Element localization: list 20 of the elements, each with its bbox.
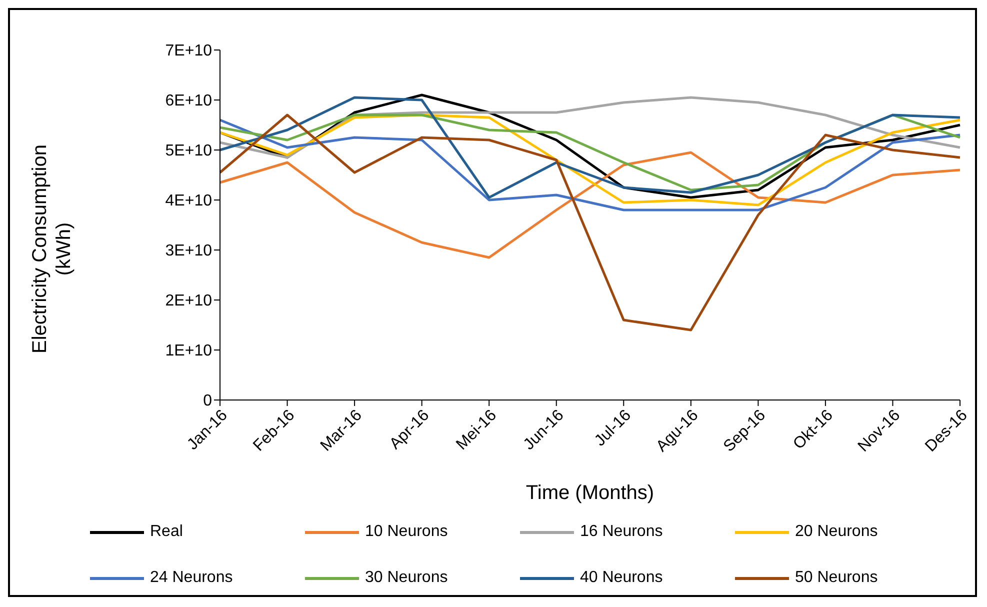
legend-label: 10 Neurons <box>365 523 448 541</box>
legend-label: 20 Neurons <box>795 523 878 541</box>
legend-label: 24 Neurons <box>150 569 233 587</box>
y-tick-label: 1E+10 <box>165 342 212 360</box>
y-tick-label: 4E+10 <box>165 192 212 210</box>
legend-label: 40 Neurons <box>580 569 663 587</box>
y-tick-label: 5E+10 <box>165 142 212 160</box>
legend-label: Real <box>150 523 183 541</box>
y-tick-label: 3E+10 <box>165 242 212 260</box>
y-tick-label: 2E+10 <box>165 292 212 310</box>
line-series <box>218 114 962 332</box>
y-axis-title: Electricity Consumption (kWh) <box>28 144 76 356</box>
x-axis-title: Time (Months) <box>526 482 654 504</box>
legend-label: 50 Neurons <box>795 569 878 587</box>
legend-label: 16 Neurons <box>580 523 663 541</box>
y-tick-label: 7E+10 <box>165 42 212 60</box>
legend-label: 30 Neurons <box>365 569 448 587</box>
y-tick-label: 6E+10 <box>165 92 212 110</box>
y-tick-label: 0 <box>203 392 212 410</box>
line-series <box>218 151 962 259</box>
